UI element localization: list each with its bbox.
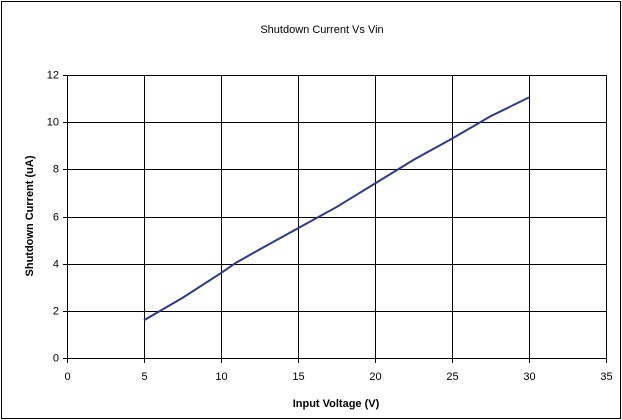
- data-line: [143, 96, 530, 322]
- x-tick-label: 15: [292, 371, 304, 383]
- y-tick-label: 4: [53, 258, 59, 270]
- x-tick-label: 10: [215, 371, 227, 383]
- x-tick-label: 30: [523, 371, 535, 383]
- x-tick-label: 5: [141, 371, 147, 383]
- x-tick-label: 35: [600, 371, 612, 383]
- x-axis-label: Input Voltage (V): [293, 398, 380, 410]
- chart-title: Shutdown Current Vs Vin: [260, 24, 383, 36]
- y-tick-label: 2: [53, 305, 59, 317]
- x-tick-label: 25: [446, 371, 458, 383]
- x-tick-label: 20: [369, 371, 381, 383]
- y-tick-label: 6: [53, 211, 59, 223]
- x-tick-label: 0: [64, 371, 70, 383]
- y-tick-label: 10: [47, 116, 59, 128]
- y-tick-label: 8: [53, 163, 59, 175]
- y-tick-label: 0: [53, 352, 59, 364]
- y-tick-label: 12: [47, 69, 59, 81]
- y-axis-label: Shutdown Current (uA): [24, 155, 36, 276]
